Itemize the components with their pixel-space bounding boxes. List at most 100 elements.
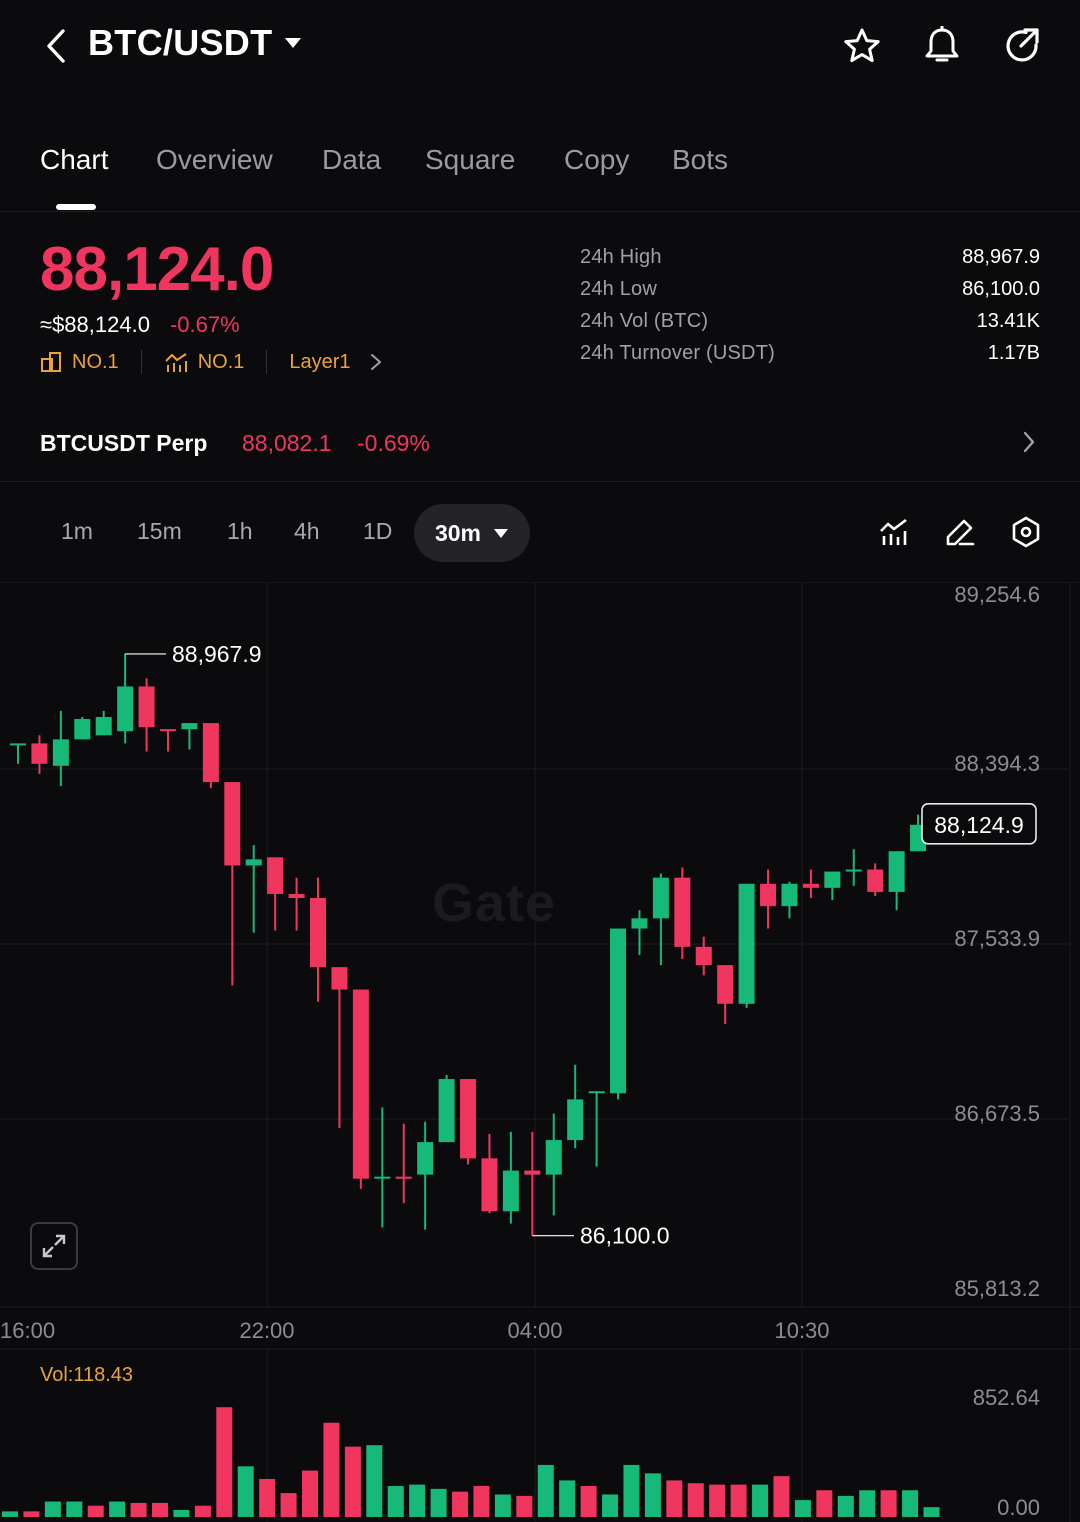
tab-chart[interactable]: Chart — [40, 144, 109, 175]
stat-label: 24h Turnover (USDT) — [580, 342, 775, 364]
x-tick-label: 04:00 — [507, 1318, 562, 1343]
volume-min-label: 0.00 — [997, 1495, 1040, 1520]
candle-body — [352, 989, 369, 1179]
volume-bar — [880, 1490, 897, 1517]
candle-body — [310, 898, 327, 968]
tab-square[interactable]: Square — [425, 144, 516, 175]
interval-1m[interactable]: 1m — [61, 518, 93, 544]
candle-body — [438, 1079, 455, 1143]
favorite-button[interactable] — [840, 22, 884, 70]
perp-price: 88,082.1 — [242, 430, 332, 456]
candle-body — [738, 883, 755, 1004]
expand-icon — [42, 1234, 66, 1258]
volume-bar — [173, 1509, 190, 1517]
volume-chart-icon — [164, 353, 187, 372]
tab-overview[interactable]: Overview — [156, 144, 273, 175]
volume-bar — [216, 1407, 233, 1517]
active-tab-indicator — [56, 204, 96, 210]
active-interval-label: 30m — [434, 519, 482, 546]
draw-pen-icon — [946, 519, 975, 546]
volume-bar — [280, 1493, 297, 1517]
tab-copy[interactable]: Copy — [564, 144, 630, 175]
chevron-right-icon — [1023, 431, 1035, 453]
candle-body — [374, 1176, 391, 1179]
volume-bar — [302, 1470, 319, 1517]
fullscreen-button[interactable] — [30, 1222, 78, 1270]
indicator-button[interactable] — [876, 514, 912, 550]
back-icon — [47, 29, 65, 63]
interval-1d[interactable]: 1D — [363, 518, 393, 544]
volume-bar — [494, 1494, 511, 1517]
volume-bar — [623, 1464, 640, 1517]
volume-bar — [602, 1494, 619, 1517]
volume-max-label: 852.64 — [973, 1385, 1040, 1410]
candle-body — [867, 869, 884, 892]
candle-body — [824, 871, 841, 888]
candle-body — [545, 1140, 562, 1175]
last-price-tag — [921, 802, 1037, 845]
price-alert-button[interactable] — [920, 22, 964, 70]
candlestick-chart[interactable]: 89,254.6 88,394.3 87,533.9 86,673.5 85,813.2… — [0, 582, 1080, 1522]
candle-body — [652, 877, 669, 919]
volume-bar — [2, 1511, 18, 1517]
volume-bar — [730, 1484, 747, 1517]
x-tick-label: 10:30 — [774, 1318, 829, 1343]
caret-down-icon — [494, 528, 509, 538]
sector-tag[interactable]: Layer1 — [289, 351, 382, 374]
volume-bar — [709, 1484, 726, 1517]
volume-bar — [687, 1483, 704, 1517]
volume-bar — [666, 1480, 683, 1517]
interval-30m-dropdown[interactable]: 30m — [414, 504, 530, 562]
candle-body — [717, 965, 734, 1004]
last-price-tag-label: 88,124.9 — [934, 812, 1024, 838]
candle-body — [781, 883, 798, 907]
stat-label: 24h High — [580, 246, 662, 268]
volume-bar — [559, 1480, 576, 1517]
bell-icon — [925, 26, 959, 62]
interval-4h[interactable]: 4h — [294, 518, 320, 544]
interval-1h[interactable]: 1h — [227, 518, 253, 544]
candle-body — [224, 782, 241, 866]
volume-bar — [923, 1507, 940, 1517]
volume-bar — [644, 1473, 661, 1517]
volume-bar — [259, 1479, 276, 1517]
pair-selector[interactable]: BTC/USDT — [88, 22, 302, 64]
chevron-right-icon — [370, 354, 381, 370]
interval-15m[interactable]: 15m — [137, 518, 182, 544]
candle-body — [588, 1091, 605, 1094]
volume-bar — [837, 1495, 854, 1517]
volume-rank[interactable]: NO.1 — [164, 351, 244, 374]
y-tick-label: 86,673.5 — [954, 1101, 1040, 1126]
stat-turnover: 24h Turnover (USDT) 1.17B — [580, 342, 1040, 374]
volume-bar — [580, 1486, 597, 1517]
candle-body — [802, 883, 819, 888]
candle-body — [631, 918, 648, 929]
high-marker-label: 88,967.9 — [172, 641, 262, 667]
market-cap-rank[interactable]: NO.1 — [40, 351, 119, 374]
price-change: -0.67% — [169, 312, 240, 337]
tab-data[interactable]: Data — [322, 144, 382, 175]
candle-body — [845, 869, 862, 872]
candle-body — [760, 883, 777, 907]
candle-body — [331, 967, 348, 990]
sector-tag-label: Layer1 — [289, 350, 351, 373]
volume-bar — [473, 1486, 490, 1517]
chart-settings-button[interactable] — [1008, 514, 1044, 550]
tab-bots[interactable]: Bots — [672, 144, 729, 175]
volume-bar — [387, 1486, 404, 1517]
share-button[interactable] — [1000, 22, 1044, 70]
perp-link-row[interactable]: BTCUSDT Perp 88,082.1 -0.69% — [0, 404, 1080, 482]
market-cap-rank-label: NO.1 — [72, 350, 119, 373]
volume-bar — [323, 1422, 340, 1517]
stat-high: 24h High 88,967.9 — [580, 246, 1040, 278]
candle-body — [52, 739, 69, 766]
settings-hex-icon — [1012, 516, 1040, 548]
candle-body — [610, 928, 627, 1094]
stats-panel: 24h High 88,967.9 24h Low 86,100.0 24h V… — [580, 246, 1040, 374]
candle-body — [74, 719, 91, 740]
stat-value: 86,100.0 — [962, 278, 1040, 300]
draw-button[interactable] — [942, 514, 978, 550]
back-button[interactable] — [36, 24, 76, 68]
candle-body — [138, 686, 155, 728]
volume-bar — [237, 1466, 254, 1517]
